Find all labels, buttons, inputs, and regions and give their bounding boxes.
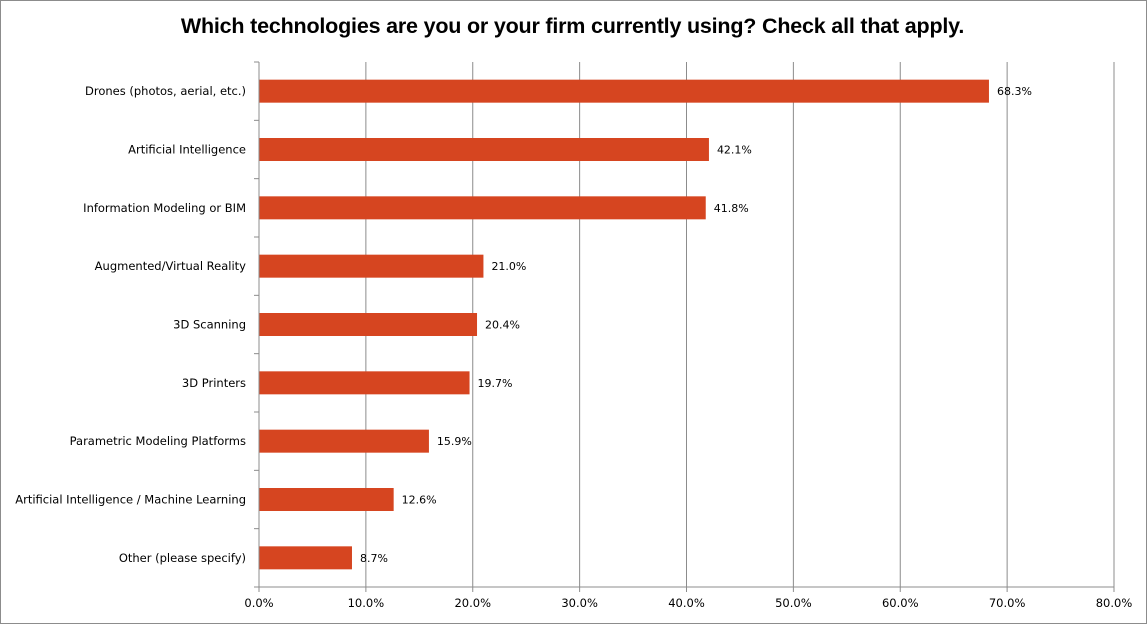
- x-tick-label: 80.0%: [1096, 596, 1133, 610]
- category-label: 3D Scanning: [173, 318, 246, 332]
- bar: [259, 313, 478, 336]
- bar: [259, 429, 429, 453]
- bar: [259, 196, 706, 220]
- x-tick-label: 60.0%: [882, 596, 919, 610]
- bar: [259, 254, 484, 278]
- x-tick-label: 70.0%: [989, 596, 1026, 610]
- data-label: 20.4%: [485, 319, 520, 332]
- x-tick-label: 20.0%: [454, 596, 491, 610]
- category-label: Artificial Intelligence: [128, 143, 246, 157]
- category-label: Information Modeling or BIM: [83, 201, 246, 215]
- data-label: 15.9%: [437, 435, 472, 448]
- x-tick-label: 30.0%: [561, 596, 598, 610]
- data-label: 68.3%: [997, 85, 1032, 98]
- bar: [259, 546, 352, 570]
- category-label: Augmented/Virtual Reality: [95, 259, 247, 273]
- data-label: 21.0%: [491, 260, 526, 273]
- category-label: Other (please specify): [119, 551, 246, 565]
- data-label: 42.1%: [717, 144, 752, 157]
- data-label: 12.6%: [402, 494, 437, 507]
- category-label: 3D Printers: [182, 376, 246, 390]
- data-label: 19.7%: [478, 377, 513, 390]
- x-tick-label: 10.0%: [348, 596, 385, 610]
- data-label: 8.7%: [360, 552, 388, 565]
- x-tick-label: 50.0%: [775, 596, 812, 610]
- category-label: Artificial Intelligence / Machine Learni…: [15, 493, 246, 507]
- x-tick-label: 0.0%: [244, 596, 273, 610]
- bar: [259, 488, 394, 511]
- chart-title: Which technologies are you or your firm …: [180, 14, 965, 38]
- bar: [259, 371, 470, 395]
- x-tick-label: 40.0%: [668, 596, 705, 610]
- bar: [259, 138, 709, 161]
- category-label: Drones (photos, aerial, etc.): [85, 84, 246, 98]
- bar: [259, 79, 989, 103]
- category-label: Parametric Modeling Platforms: [70, 434, 246, 448]
- data-label: 41.8%: [714, 202, 749, 215]
